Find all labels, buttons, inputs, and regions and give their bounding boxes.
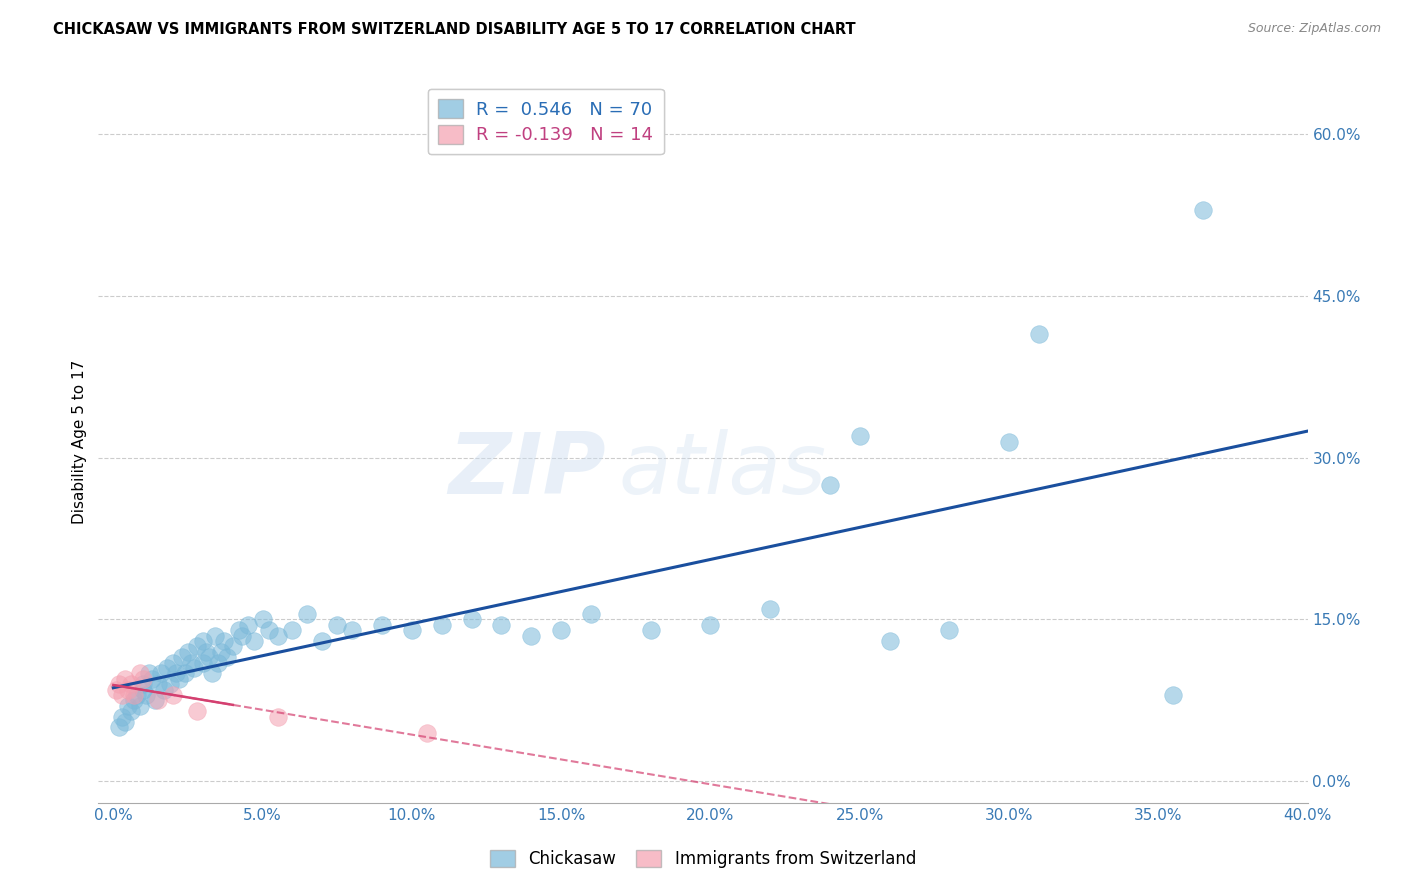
Point: [1192, 202, 1215, 217]
Point: [430, 618, 453, 632]
Point: [165, 666, 187, 681]
Point: [222, 640, 245, 654]
Text: ZIP: ZIP: [449, 429, 606, 512]
Point: [371, 618, 394, 632]
Point: [938, 624, 960, 638]
Point: [138, 666, 160, 681]
Point: [207, 656, 229, 670]
Point: [120, 704, 142, 718]
Point: [401, 624, 423, 638]
Text: Source: ZipAtlas.com: Source: ZipAtlas.com: [1247, 22, 1381, 36]
Point: [114, 672, 136, 686]
Point: [174, 666, 197, 681]
Point: [146, 693, 169, 707]
Point: [122, 693, 145, 707]
Point: [153, 682, 176, 697]
Point: [120, 677, 142, 691]
Point: [848, 429, 870, 443]
Point: [1161, 688, 1184, 702]
Point: [150, 666, 173, 681]
Point: [699, 618, 721, 632]
Point: [105, 682, 128, 697]
Point: [170, 650, 193, 665]
Point: [132, 682, 155, 697]
Point: [297, 607, 319, 621]
Point: [117, 682, 139, 697]
Point: [231, 629, 253, 643]
Point: [111, 709, 134, 723]
Point: [460, 612, 482, 626]
Point: [186, 704, 208, 718]
Point: [579, 607, 602, 621]
Point: [416, 725, 439, 739]
Point: [194, 645, 217, 659]
Point: [159, 677, 181, 691]
Point: [879, 634, 901, 648]
Point: [201, 666, 224, 681]
Point: [132, 672, 155, 686]
Point: [491, 618, 513, 632]
Point: [141, 672, 163, 686]
Point: [122, 688, 145, 702]
Point: [818, 477, 841, 491]
Point: [191, 634, 214, 648]
Point: [209, 645, 232, 659]
Point: [177, 645, 200, 659]
Point: [198, 650, 221, 665]
Point: [156, 661, 179, 675]
Point: [266, 629, 288, 643]
Point: [167, 672, 190, 686]
Point: [162, 656, 184, 670]
Point: [180, 656, 202, 670]
Point: [183, 661, 205, 675]
Point: [114, 714, 136, 729]
Point: [266, 709, 288, 723]
Point: [135, 688, 157, 702]
Point: [132, 677, 155, 691]
Point: [146, 677, 169, 691]
Legend: R =  0.546   N = 70, R = -0.139   N = 14: R = 0.546 N = 70, R = -0.139 N = 14: [427, 89, 664, 154]
Point: [520, 629, 543, 643]
Point: [186, 640, 208, 654]
Point: [311, 634, 333, 648]
Point: [129, 666, 152, 681]
Point: [215, 650, 238, 665]
Point: [143, 693, 166, 707]
Point: [759, 601, 782, 615]
Point: [162, 688, 184, 702]
Point: [108, 720, 131, 734]
Text: atlas: atlas: [619, 429, 827, 512]
Point: [257, 624, 280, 638]
Point: [236, 618, 259, 632]
Point: [127, 688, 149, 702]
Point: [340, 624, 363, 638]
Legend: Chickasaw, Immigrants from Switzerland: Chickasaw, Immigrants from Switzerland: [484, 843, 922, 875]
Point: [1028, 326, 1050, 341]
Point: [212, 634, 235, 648]
Point: [129, 698, 152, 713]
Text: CHICKASAW VS IMMIGRANTS FROM SWITZERLAND DISABILITY AGE 5 TO 17 CORRELATION CHAR: CHICKASAW VS IMMIGRANTS FROM SWITZERLAND…: [53, 22, 856, 37]
Point: [242, 634, 264, 648]
Point: [204, 629, 226, 643]
Point: [550, 624, 572, 638]
Point: [640, 624, 662, 638]
Point: [191, 656, 214, 670]
Point: [326, 618, 349, 632]
Point: [281, 624, 304, 638]
Point: [252, 612, 274, 626]
Point: [108, 677, 131, 691]
Point: [998, 434, 1021, 449]
Point: [111, 688, 134, 702]
Point: [228, 624, 250, 638]
Y-axis label: Disability Age 5 to 17: Disability Age 5 to 17: [72, 359, 87, 524]
Point: [117, 698, 139, 713]
